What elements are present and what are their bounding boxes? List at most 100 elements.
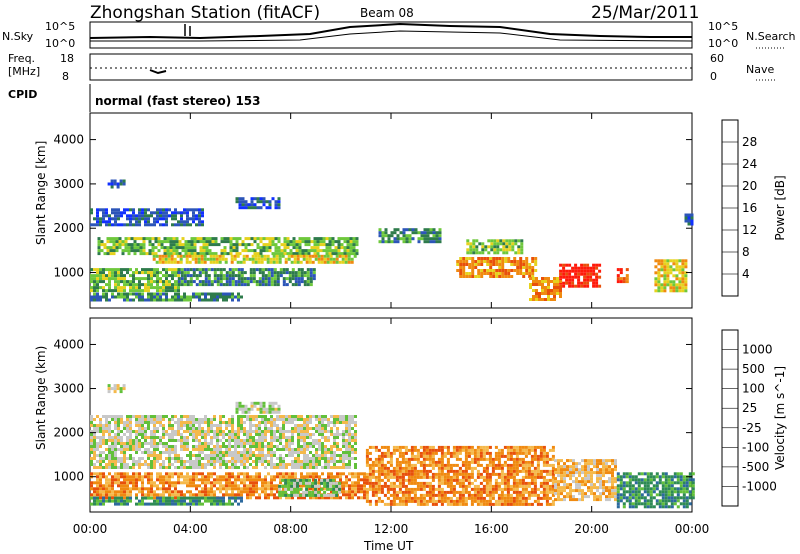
heatmap-cell [471, 260, 475, 263]
heatmap-cell [162, 475, 165, 479]
heatmap-cell [249, 478, 252, 482]
heatmap-cell [126, 418, 129, 421]
heatmap-cell [389, 457, 393, 461]
heatmap-cell [512, 445, 516, 449]
heatmap-cell [162, 433, 165, 436]
heatmap-cell [333, 451, 336, 454]
heatmap-cell [199, 246, 203, 250]
heatmap-cell [114, 223, 117, 227]
heatmap-cell [326, 254, 330, 258]
heatmap-cell [159, 475, 162, 479]
heatmap-cell [422, 451, 426, 455]
heatmap-cell [512, 499, 516, 503]
heatmap-cell [681, 265, 685, 269]
heatmap-cell [207, 283, 211, 287]
heatmap-cell [325, 246, 329, 250]
heatmap-cell [192, 292, 195, 296]
heatmap-cell [470, 487, 474, 491]
heatmap-cell [336, 442, 339, 445]
beam-label: Beam 08 [360, 6, 414, 20]
heatmap-cell [237, 295, 240, 299]
heatmap-cell [258, 430, 261, 433]
heatmap-cell [489, 275, 493, 278]
heatmap-cell [524, 448, 528, 452]
heatmap-cell [586, 284, 590, 288]
heatmap-cell [150, 283, 153, 287]
heatmap-cell [243, 280, 247, 284]
heatmap-cell [285, 268, 289, 272]
heatmap-cell [323, 481, 327, 485]
heatmap-cell [520, 251, 524, 255]
heatmap-cell [276, 283, 280, 287]
heatmap-cell [389, 454, 393, 458]
heatmap-cell [120, 292, 123, 296]
heatmap-cell [684, 259, 688, 263]
heatmap-cell [541, 298, 544, 301]
heatmap-cell [293, 478, 297, 482]
heatmap-cell [303, 448, 306, 451]
heatmap-cell [479, 451, 483, 455]
heatmap-cell [321, 436, 324, 439]
heatmap-cell [595, 272, 599, 276]
heatmap-cell [216, 457, 219, 460]
heatmap-cell [156, 271, 159, 275]
heatmap-cell [180, 223, 183, 227]
heatmap-cell [174, 484, 177, 488]
heatmap-cell [675, 259, 679, 263]
heatmap-cell [246, 496, 249, 500]
heatmap-cell [93, 274, 96, 278]
heatmap-cell [365, 457, 369, 461]
heatmap-cell [303, 457, 306, 460]
heatmap-cell [168, 463, 171, 466]
heatmap-cell [551, 484, 555, 488]
heatmap-cell [562, 284, 566, 288]
heatmap-cell [316, 240, 320, 244]
heatmap-cell [138, 220, 141, 224]
heatmap-cell [524, 460, 528, 464]
heatmap-cell [657, 268, 661, 272]
heatmap-cell [374, 502, 378, 506]
heatmap-cell [294, 463, 297, 466]
heatmap-cell [434, 475, 438, 479]
heatmap-cell [371, 445, 375, 449]
heatmap-cell [171, 448, 174, 451]
heatmap-cell [229, 243, 233, 247]
heatmap-cell [171, 424, 174, 427]
heatmap-cell [306, 436, 309, 439]
heatmap-cell [243, 427, 246, 430]
heatmap-cell [153, 418, 156, 421]
heatmap-cell [521, 481, 525, 485]
heatmap-cell [275, 257, 279, 261]
heatmap-cell [147, 502, 150, 506]
heatmap-cell [264, 283, 268, 287]
heatmap-cell [455, 499, 459, 503]
heatmap-cell [240, 463, 243, 466]
heatmap-cell [126, 424, 129, 427]
heatmap-cell [90, 496, 93, 500]
heatmap-cell [346, 252, 350, 256]
heatmap-cell [329, 487, 333, 491]
heatmap-cell [264, 418, 267, 421]
heatmap-cell [466, 248, 470, 252]
heatmap-cell [517, 239, 521, 243]
heatmap-cell [315, 472, 318, 476]
heatmap-cell [204, 418, 207, 421]
heatmap-cell [529, 298, 532, 301]
heatmap-cell [286, 252, 290, 256]
heatmap-cell [281, 478, 285, 482]
heatmap-cell [198, 460, 201, 463]
heatmap-cell [183, 223, 186, 227]
heatmap-cell [374, 481, 378, 485]
heatmap-cell [93, 289, 96, 293]
heatmap-cell [586, 272, 590, 276]
heatmap-cell [219, 427, 222, 430]
heatmap-cell [225, 448, 228, 451]
heatmap-cell [512, 451, 516, 455]
heatmap-cell [374, 457, 378, 461]
heatmap-cell [514, 242, 518, 246]
heatmap-cell [111, 457, 114, 460]
heatmap-cell [309, 445, 312, 448]
heatmap-cell [183, 295, 186, 299]
heatmap-cell [162, 466, 165, 469]
heatmap-cell [243, 442, 246, 445]
